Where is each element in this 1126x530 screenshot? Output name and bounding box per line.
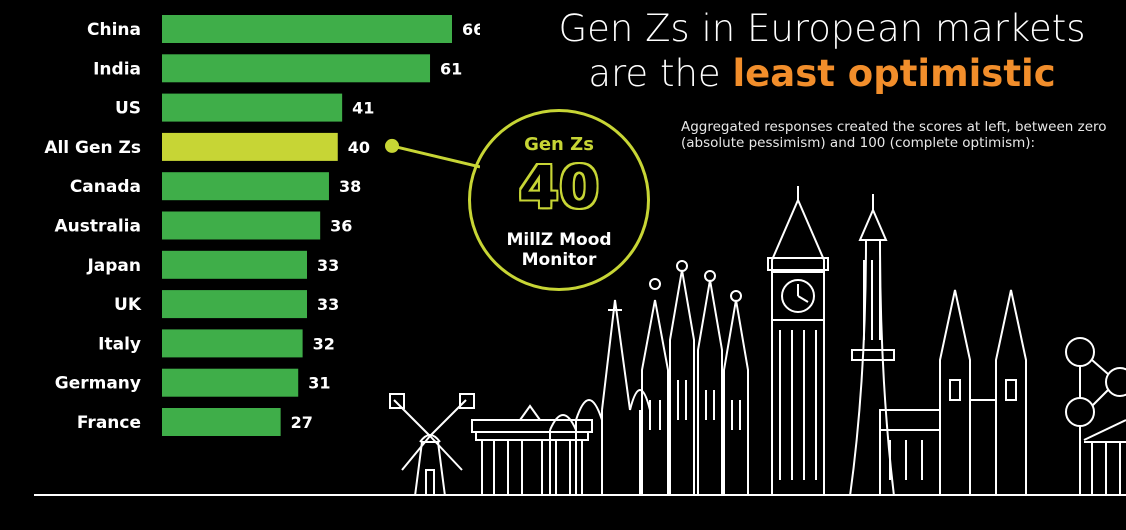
value-label: 36: [330, 217, 352, 236]
bar: [162, 368, 299, 397]
prague-church-icon: [879, 289, 1027, 496]
highlight-connector: [391, 144, 480, 169]
category-label: Italy: [98, 334, 141, 354]
value-label: 27: [291, 413, 313, 432]
mood-monitor-caption-line1: MillZ Mood: [506, 230, 612, 250]
value-label: 41: [352, 99, 374, 118]
category-label: France: [77, 413, 141, 433]
headline-prefix: are the: [588, 52, 733, 95]
bar: [162, 132, 338, 161]
european-skyline-illustration: [389, 186, 1126, 496]
value-label: 33: [317, 256, 339, 275]
mood-monitor-caption: MillZ Mood Monitor: [491, 230, 627, 270]
big-ben-icon: [767, 186, 829, 496]
windmill-icon: [389, 393, 475, 496]
value-label: 31: [308, 374, 330, 393]
bar: [162, 211, 321, 240]
bar: [162, 172, 329, 201]
category-label: All Gen Zs: [44, 138, 141, 158]
bar: [162, 290, 307, 319]
category-label: Canada: [70, 177, 141, 197]
brandenburg-gate-icon: [471, 404, 593, 496]
bar: [162, 329, 303, 358]
bar: [162, 54, 431, 83]
headline: Gen Zs in European markets are the least…: [542, 6, 1102, 96]
value-label: 40: [348, 138, 370, 157]
value-label: 33: [317, 295, 339, 314]
category-label: Australia: [55, 217, 142, 237]
value-label: 32: [313, 334, 335, 353]
sagrada-familia-icon: [641, 260, 749, 496]
category-label: UK: [114, 295, 142, 315]
category-label: Germany: [55, 374, 141, 394]
headline-line1: Gen Zs in European markets: [558, 7, 1086, 50]
bar: [162, 250, 307, 279]
bar: [162, 93, 343, 122]
mood-monitor-title: Gen Zs: [524, 134, 594, 155]
value-label: 38: [339, 177, 361, 196]
category-label: Japan: [86, 256, 141, 276]
st-basils-cathedral-icon: [549, 299, 651, 496]
headline-accent: least optimistic: [732, 52, 1056, 95]
parthenon-icon: [1083, 419, 1126, 496]
mood-monitor-caption-line2: Monitor: [521, 250, 597, 270]
bar: [162, 15, 452, 43]
mood-monitor-badge: Gen Zs 40 MillZ Mood Monitor: [468, 109, 650, 291]
bottom-divider: [34, 494, 1126, 496]
atomium-icon: [1065, 337, 1126, 496]
mood-monitor-value: 40: [518, 153, 600, 221]
eiffel-tower-icon: [849, 194, 895, 496]
category-label: US: [115, 99, 141, 119]
bar-chart: China 66 India 61 US 41 All Gen Zs 40 Canada 38 Au…: [44, 15, 480, 436]
subtitle: Aggregated responses created the scores …: [681, 119, 1107, 151]
category-label: India: [93, 59, 141, 79]
category-label: China: [87, 20, 141, 40]
headline-line2: are the least optimistic: [542, 51, 1102, 96]
value-label: 66: [462, 20, 480, 39]
bar: [162, 408, 281, 436]
value-label: 61: [440, 59, 462, 78]
